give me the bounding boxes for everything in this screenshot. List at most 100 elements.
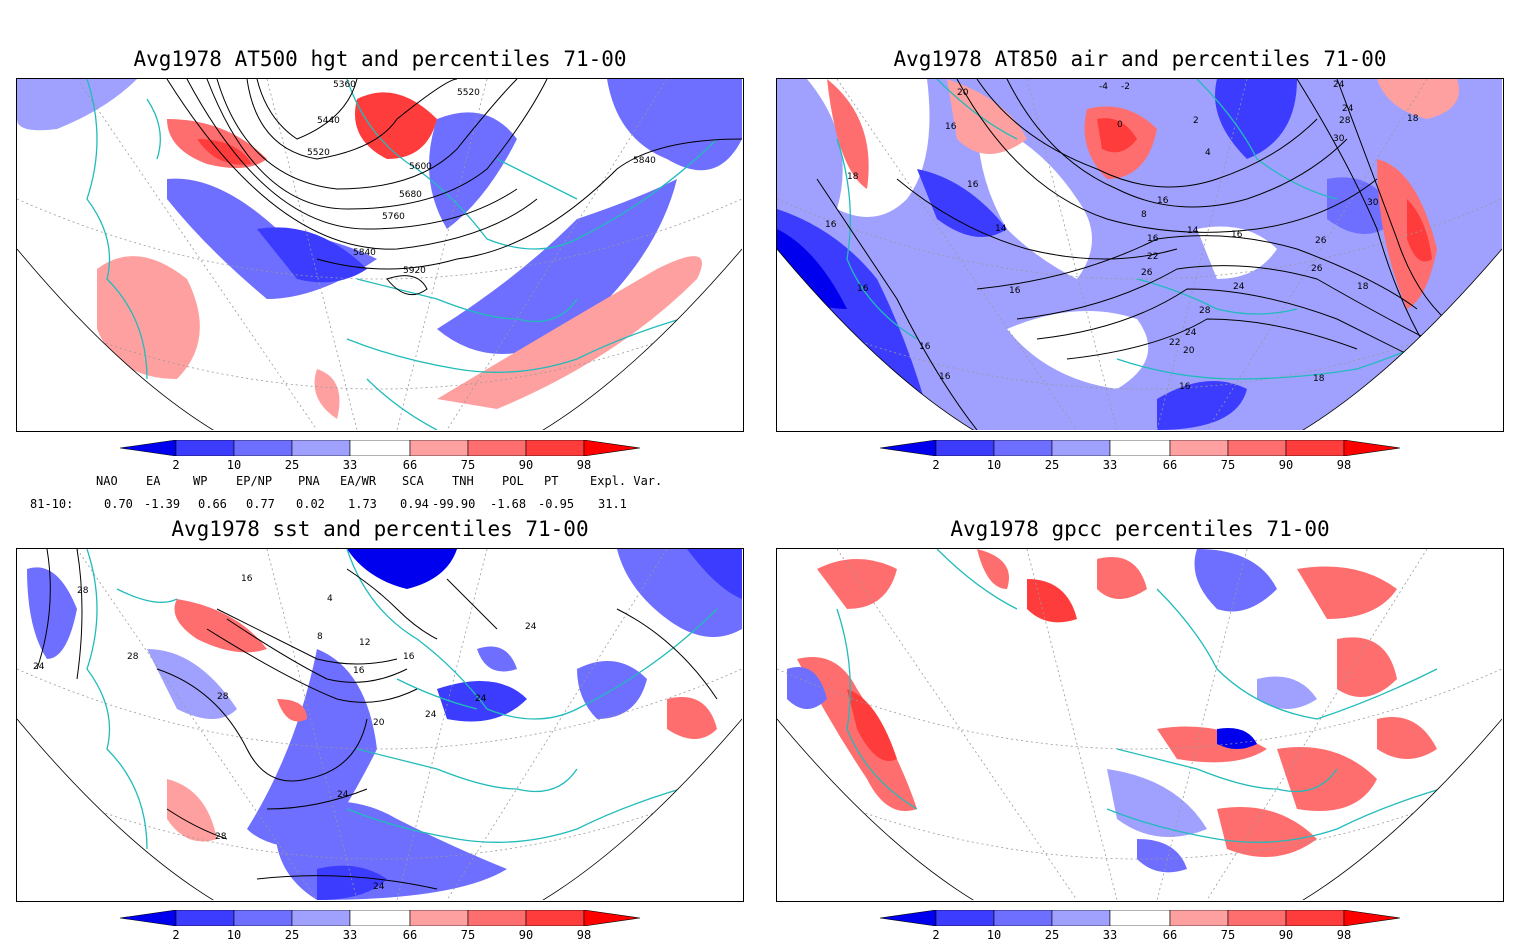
index-header: PNA [298,474,320,488]
contour-label: 16 [1157,196,1169,206]
colorbar-swatch [1343,910,1401,926]
panel-title-hgt: Avg1978 AT500 hgt and percentiles 71-00 [133,47,627,71]
map-gpcc[interactable] [776,548,1504,902]
anomaly-blue [1157,381,1247,430]
contour-label: 2 [1193,116,1199,126]
colorbar-swatch [993,440,1053,456]
anomaly-red [1157,726,1267,763]
colorbar-swatch [1285,910,1345,926]
anomaly-blue [1137,839,1187,873]
anomaly-red [437,256,702,409]
map-sst[interactable]: 28 24 16 4 8 12 16 16 28 20 24 24 24 28 … [16,548,744,902]
anomaly-blue [275,801,507,900]
index-header: TNH [452,474,474,488]
anomaly-blue [1327,177,1397,234]
index-header: SCA [402,474,424,488]
map-hgt[interactable]: 5360 5520 5440 5520 5600 5840 5680 5760 … [16,78,744,432]
contour-label: 5440 [317,116,340,126]
colorbar-tick: 66 [1162,458,1178,472]
index-header: POL [502,474,524,488]
contour-label: 18 [847,172,859,182]
contour-label: 24 [337,790,349,800]
anomaly-red [1217,807,1317,857]
colorbar-swatch [409,910,469,926]
colorbar-tick: 98 [576,458,592,472]
anomaly-red [1097,557,1147,599]
anomaly-red [827,79,869,189]
contour-label: 16 [1009,286,1021,296]
colorbar-tick: 10 [986,928,1002,942]
colorbar-swatch [935,440,995,456]
contour-label: 30 [1367,198,1379,208]
colorbar-tick: 33 [1102,928,1118,942]
anomaly-blue [1194,549,1277,612]
coastlines [836,549,1478,843]
colorbar-tick: 75 [1220,458,1236,472]
colorbar-swatch [1109,440,1171,456]
anomaly-red [1297,566,1397,619]
anomaly-red [947,79,1027,154]
contour-label: 28 [215,832,227,842]
map-air[interactable]: 20 -4 -2 24 24 28 16 18 0 2 30 18 16 4 1… [776,78,1504,432]
contour-label: 14 [995,224,1007,234]
colorbar-tick: 25 [284,458,300,472]
contour-label: -4 [1099,82,1108,92]
colorbar-gpcc: 2 10 25 33 66 75 90 98 [880,910,1440,944]
colorbar-swatch [233,440,293,456]
colorbar-tick: 2 [172,458,180,472]
contour-label: 5360 [333,80,356,90]
colorbar-hgt: 2 10 25 33 66 75 90 98 [120,440,680,474]
map-sst-svg: 28 24 16 4 8 12 16 16 28 20 24 24 24 28 … [17,549,742,900]
contour-labels: 20 -4 -2 24 24 28 16 18 0 2 30 18 16 4 1… [825,80,1419,392]
map-boundary [17,248,742,430]
anomaly-neutral [1007,311,1149,389]
panel-title-sst: Avg1978 sst and percentiles 71-00 [171,517,589,541]
contour-label: 24 [33,662,45,672]
index-value: -1.68 [490,497,527,511]
contour-label: 28 [77,586,89,596]
colorbar-swatch [1169,910,1229,926]
contour-label: 18 [1313,374,1325,384]
colorbar-tick: 2 [932,928,940,942]
index-value: -0.95 [538,497,575,511]
anomaly-blue [429,112,517,229]
anomaly-blue [1257,676,1317,709]
contour-label: 16 [967,180,979,190]
anomaly-red [314,369,340,419]
contour-label: 5680 [399,190,422,200]
index-header: WP [193,474,208,488]
contour-label: 12 [359,638,370,648]
colorbar-tick: 90 [1278,458,1294,472]
anomaly-red [355,92,437,159]
contour-label: 18 [1407,114,1419,124]
panel-title-air: Avg1978 AT850 air and percentiles 71-00 [893,47,1387,71]
anomaly-blue [17,79,137,131]
colorbar-swatch [291,910,351,926]
colorbar-tick: 33 [1102,458,1118,472]
colorbar-swatch [1227,440,1287,456]
index-value: 0.77 [246,497,275,511]
contours [166,79,742,296]
anomaly-red [1337,637,1397,697]
map-boundary [777,718,1502,900]
colorbar-tick: 98 [1336,928,1352,942]
colorbar-swatch [583,910,641,926]
colorbar-sst: 2 10 25 33 66 75 90 98 [120,910,680,944]
colorbar-swatch [1343,440,1401,456]
colorbar-swatch [1051,440,1111,456]
colorbar-swatch [467,910,527,926]
contour-label: -2 [1121,82,1130,92]
anomaly-red [197,139,252,165]
contour-label: 28 [217,692,229,702]
contour-label: 5520 [457,88,480,98]
anomaly-red [1377,79,1459,119]
colorbar-swatch [880,440,937,456]
colorbar-tick: 25 [284,928,300,942]
colorbar-tick: 75 [460,928,476,942]
index-value: -1.39 [144,497,181,511]
anomaly-red [167,779,217,842]
colorbar-swatches [880,440,1401,456]
contour-label: 8 [317,632,323,642]
map-hgt-svg: 5360 5520 5440 5520 5600 5840 5680 5760 … [17,79,742,430]
colorbar-air: 2 10 25 33 66 75 90 98 [880,440,1440,474]
